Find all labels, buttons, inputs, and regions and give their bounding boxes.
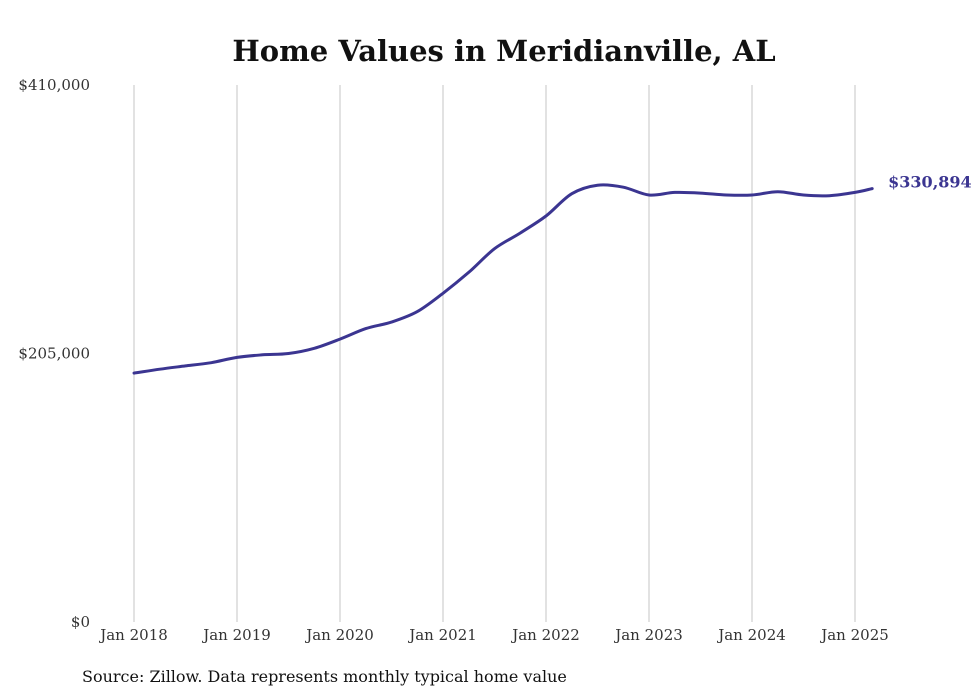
x-axis-tick-labels: Jan 2018 Jan 2019 Jan 2020 Jan 2021 Jan 2022…	[98, 626, 889, 644]
source-note: Source: Zillow. Data represents monthly …	[82, 667, 567, 686]
x-tick-label: Jan 2019	[201, 626, 271, 644]
vertical-gridlines	[133, 85, 856, 622]
x-tick-label: Jan 2022	[510, 626, 580, 644]
chart-title: Home Values in Meridianville, AL	[232, 34, 775, 68]
home-value-series-line	[132, 183, 874, 375]
x-tick-label: Jan 2020	[304, 626, 374, 644]
x-tick-label: Jan 2018	[98, 626, 168, 644]
y-axis-tick-labels: $0 $205,000 $410,000	[18, 76, 90, 631]
latest-value-label: $330,894	[888, 173, 972, 192]
y-tick-label: $0	[71, 613, 90, 631]
y-tick-label: $410,000	[18, 76, 90, 94]
x-tick-label: Jan 2024	[716, 626, 786, 644]
x-tick-label: Jan 2025	[819, 626, 889, 644]
y-tick-label: $205,000	[18, 345, 90, 363]
x-tick-label: Jan 2021	[407, 626, 477, 644]
x-tick-label: Jan 2023	[613, 626, 683, 644]
